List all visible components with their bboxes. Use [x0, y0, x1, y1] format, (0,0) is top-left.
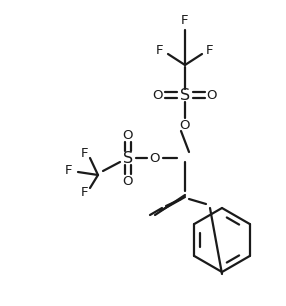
Text: S: S	[180, 88, 190, 103]
Text: O: O	[207, 88, 217, 102]
Text: F: F	[81, 147, 89, 159]
Text: O: O	[180, 118, 190, 132]
Text: F: F	[206, 43, 214, 57]
Text: S: S	[123, 151, 133, 166]
Text: O: O	[150, 151, 160, 165]
Text: O: O	[153, 88, 163, 102]
Text: F: F	[156, 43, 164, 57]
Text: F: F	[81, 185, 89, 199]
Text: F: F	[64, 163, 72, 177]
Text: O: O	[123, 129, 133, 141]
Text: F: F	[181, 13, 189, 27]
Text: O: O	[123, 174, 133, 188]
